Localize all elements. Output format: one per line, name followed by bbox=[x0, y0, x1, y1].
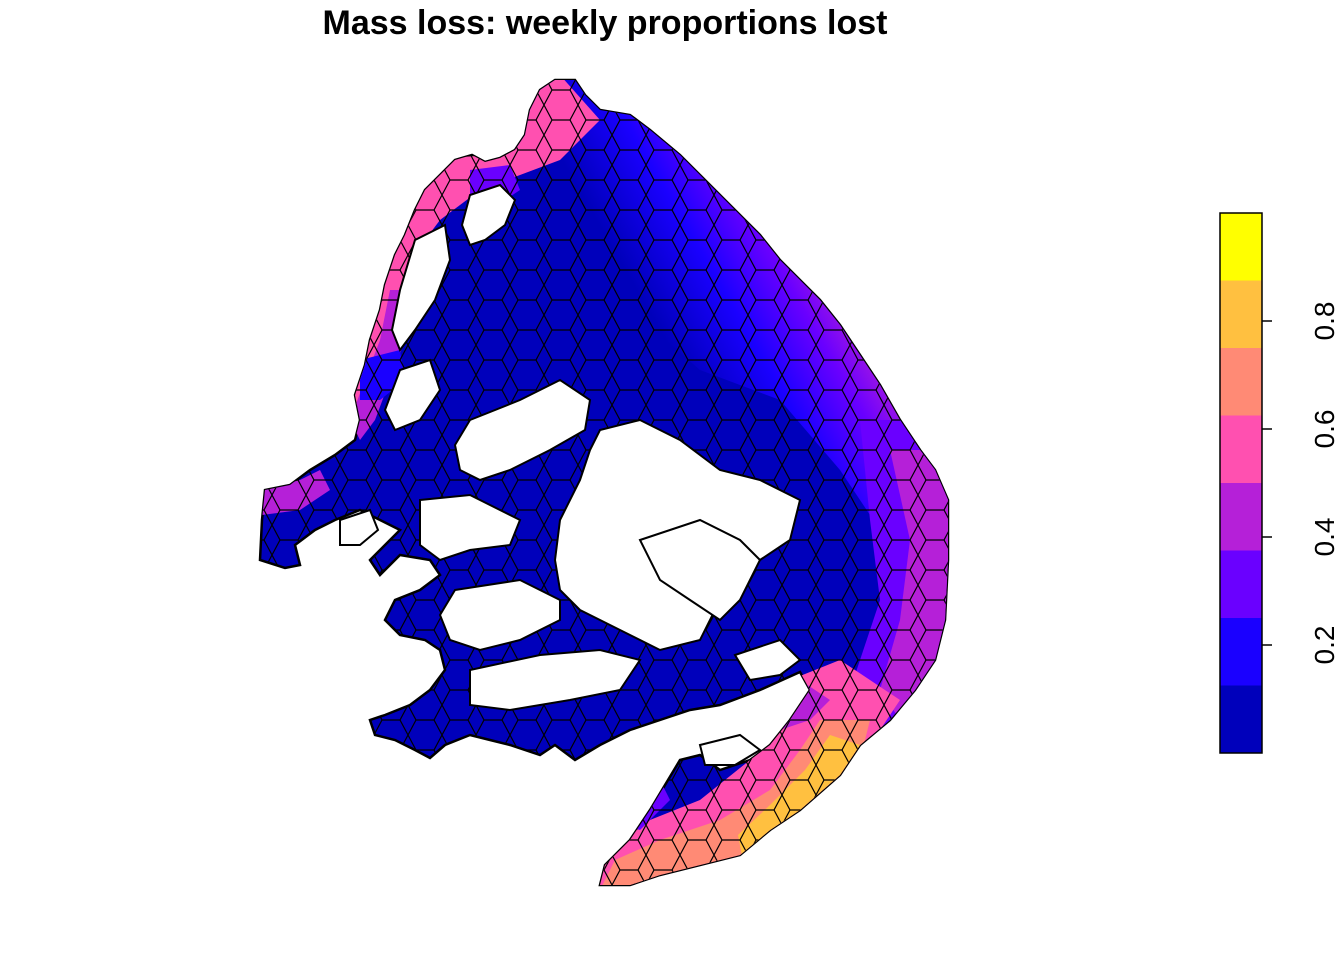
color-legend: 0.2 0.4 0.6 0.8 bbox=[1219, 212, 1340, 754]
legend-bin-7 bbox=[1220, 213, 1262, 281]
legend-tick-label-3: 0.8 bbox=[1309, 302, 1340, 341]
inland-water bbox=[339, 183, 802, 766]
legend-bin-1 bbox=[1220, 618, 1262, 686]
legend-bin-6 bbox=[1220, 280, 1262, 348]
legend-bin-2 bbox=[1220, 550, 1262, 618]
legend-tick-label-2: 0.6 bbox=[1309, 410, 1340, 449]
legend-tick-label-1: 0.4 bbox=[1309, 518, 1340, 557]
legend-tick-label-0: 0.2 bbox=[1309, 626, 1340, 665]
legend-bin-5 bbox=[1220, 348, 1262, 416]
legend-bin-3 bbox=[1220, 483, 1262, 551]
legend-bin-4 bbox=[1220, 415, 1262, 483]
legend-bin-0 bbox=[1220, 685, 1262, 753]
legend-frame bbox=[1219, 212, 1263, 754]
map-title: Mass loss: weekly proportions lost bbox=[322, 4, 888, 42]
